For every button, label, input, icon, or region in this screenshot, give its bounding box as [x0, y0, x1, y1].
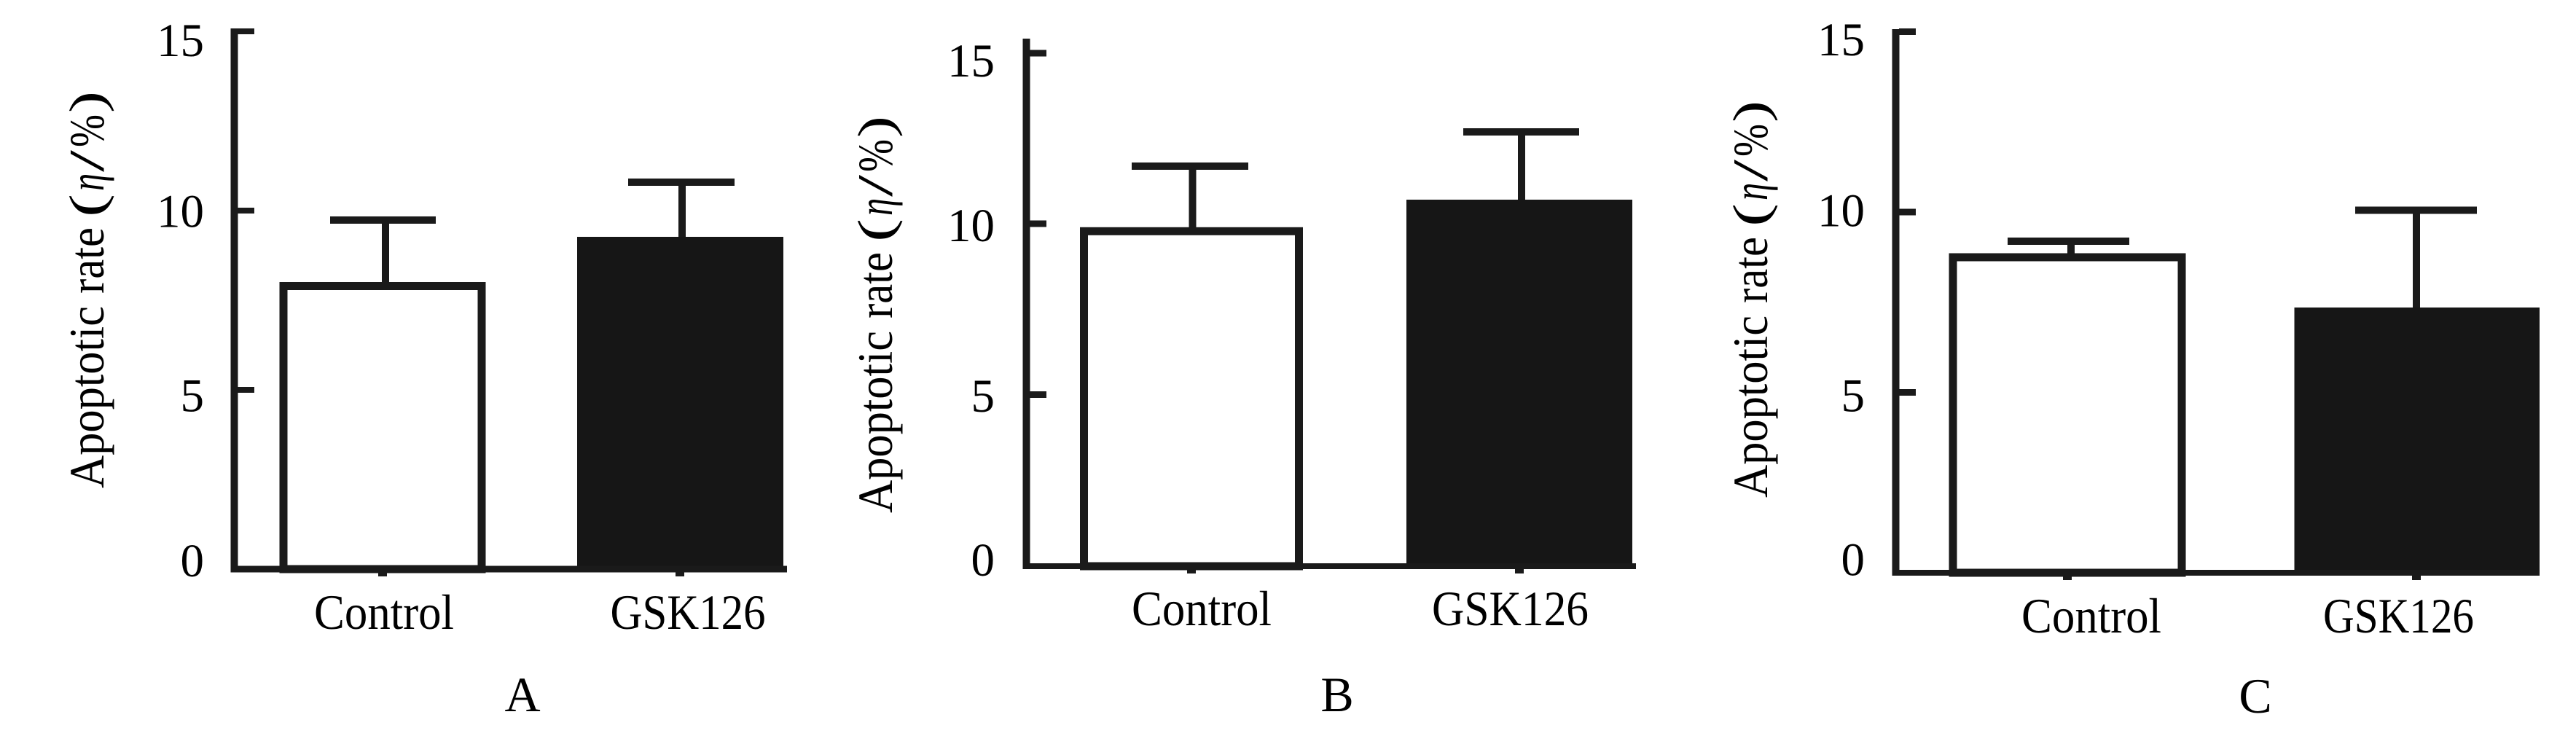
svg-text:0: 0 — [971, 534, 995, 587]
svg-text:10: 10 — [1817, 185, 1865, 238]
svg-text:Apoptotic rate (: Apoptotic rate ( η / % ) — [59, 91, 114, 488]
svg-text:5: 5 — [1841, 370, 1866, 423]
svg-text:10: 10 — [157, 186, 204, 238]
svg-text:10: 10 — [947, 200, 995, 252]
svg-text:5: 5 — [971, 370, 995, 423]
svg-text:B: B — [1320, 667, 1353, 722]
svg-text:A: A — [504, 667, 540, 722]
svg-text:Apoptotic rate (: Apoptotic rate ( η / % ) — [847, 116, 903, 513]
svg-text:Control: Control — [2021, 588, 2161, 643]
svg-text:15: 15 — [157, 15, 204, 67]
svg-text:5: 5 — [181, 370, 205, 423]
svg-text:0: 0 — [181, 535, 205, 587]
svg-text:GSK126: GSK126 — [2323, 588, 2474, 643]
svg-text:GSK126: GSK126 — [1432, 581, 1589, 636]
svg-text:0: 0 — [1841, 534, 1866, 587]
svg-text:Control: Control — [314, 584, 454, 640]
svg-text:Apoptotic rate (: Apoptotic rate ( η / % ) — [1723, 101, 1778, 498]
svg-text:C: C — [2239, 668, 2271, 724]
svg-text:15: 15 — [947, 35, 995, 87]
svg-text:15: 15 — [1817, 14, 1865, 66]
svg-text:Control: Control — [1132, 581, 1272, 636]
svg-text:GSK126: GSK126 — [611, 584, 766, 640]
